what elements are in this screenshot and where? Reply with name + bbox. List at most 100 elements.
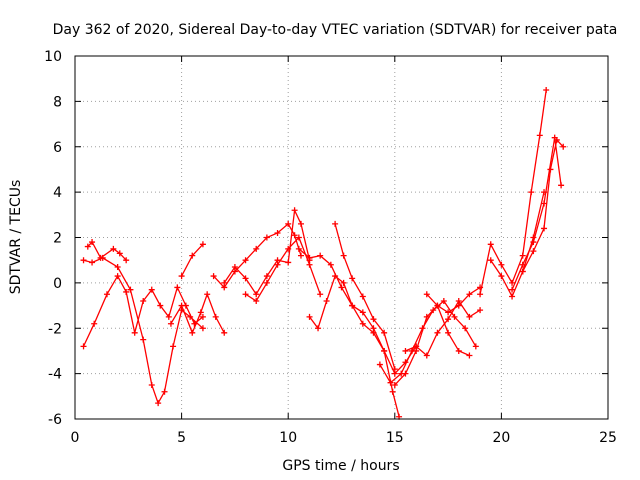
data-point — [263, 234, 270, 241]
data-point — [127, 286, 134, 293]
data-point — [359, 309, 366, 316]
data-point — [317, 252, 324, 259]
data-point — [434, 329, 441, 336]
y-tick-label: -4 — [48, 367, 62, 383]
y-tick-labels: -6 -4 -2 0 2 4 6 8 10 — [44, 49, 62, 428]
plot-frame — [74, 55, 609, 420]
data-point — [413, 343, 420, 350]
data-point — [472, 343, 479, 350]
series-line-sat-l — [379, 300, 477, 384]
grid-lines — [75, 56, 608, 419]
data-point — [434, 302, 441, 309]
data-point — [231, 263, 238, 270]
data-point — [174, 284, 181, 291]
data-point — [123, 288, 130, 295]
data-point — [327, 261, 334, 268]
data-point — [295, 245, 302, 252]
data-point — [148, 381, 155, 388]
x-axis-label: GPS time / hours — [282, 458, 399, 474]
data-point — [423, 352, 430, 359]
data-point — [80, 343, 87, 350]
data-point — [165, 313, 172, 320]
data-point — [91, 320, 98, 327]
data-point — [306, 254, 313, 261]
data-point — [553, 136, 560, 143]
x-tick-label: 20 — [492, 430, 510, 446]
data-point — [114, 273, 121, 280]
data-point — [80, 257, 87, 264]
data-point — [306, 261, 313, 268]
data-point — [84, 243, 91, 250]
data-point — [370, 316, 377, 323]
data-point — [445, 309, 452, 316]
data-point — [295, 234, 302, 241]
y-tick-label: -6 — [48, 412, 62, 428]
data-point — [253, 245, 260, 252]
data-point — [389, 388, 396, 395]
data-point — [558, 182, 565, 189]
x-tick-label: 5 — [177, 430, 186, 446]
data-point — [291, 232, 298, 239]
data-point — [509, 286, 516, 293]
data-point — [349, 275, 356, 282]
data-point — [140, 298, 147, 305]
data-point — [199, 313, 206, 320]
series-line-sat-q — [490, 191, 545, 299]
data-point — [402, 347, 409, 354]
data-point — [381, 329, 388, 336]
data-point — [530, 239, 537, 246]
data-point — [338, 284, 345, 291]
plot-series — [80, 87, 567, 420]
data-point — [155, 400, 162, 407]
data-point — [178, 273, 185, 280]
y-tick-label: -2 — [48, 321, 62, 337]
data-point — [462, 325, 469, 332]
data-point — [349, 302, 356, 309]
series-line-sat-f — [213, 222, 302, 289]
data-point — [519, 261, 526, 268]
series-line-sat-g — [223, 207, 311, 296]
data-point — [199, 325, 206, 332]
data-point — [170, 343, 177, 350]
data-point — [536, 132, 543, 139]
data-point — [317, 291, 324, 298]
series-line-sat-p — [479, 89, 547, 295]
data-point — [157, 302, 164, 309]
data-point — [376, 361, 383, 368]
data-point — [253, 298, 260, 305]
data-point — [455, 298, 462, 305]
data-point — [297, 252, 304, 259]
x-tick-label: 15 — [386, 430, 404, 446]
y-tick-label: 2 — [53, 231, 62, 247]
data-point — [477, 291, 484, 298]
data-point — [263, 273, 270, 280]
data-point — [359, 320, 366, 327]
data-point — [498, 273, 505, 280]
data-point — [291, 207, 298, 214]
data-point — [340, 252, 347, 259]
data-point — [466, 352, 473, 359]
data-point — [242, 291, 249, 298]
series-line-sat-h — [245, 236, 321, 302]
data-point — [547, 166, 554, 173]
y-tick-label: 8 — [53, 94, 62, 110]
data-point — [210, 273, 217, 280]
data-point — [519, 268, 526, 275]
data-point — [114, 263, 121, 270]
data-point — [477, 307, 484, 314]
data-point — [89, 239, 96, 246]
data-point — [285, 245, 292, 252]
data-point — [131, 329, 138, 336]
data-point — [487, 257, 494, 264]
data-point — [197, 309, 204, 316]
data-point — [123, 257, 130, 264]
data-point — [110, 245, 117, 252]
data-point — [387, 379, 394, 386]
data-point — [332, 220, 339, 227]
data-point — [167, 320, 174, 327]
data-point — [402, 370, 409, 377]
data-point — [199, 241, 206, 248]
x-tick-labels: 0 5 10 15 20 25 — [71, 430, 617, 446]
data-point — [359, 293, 366, 300]
